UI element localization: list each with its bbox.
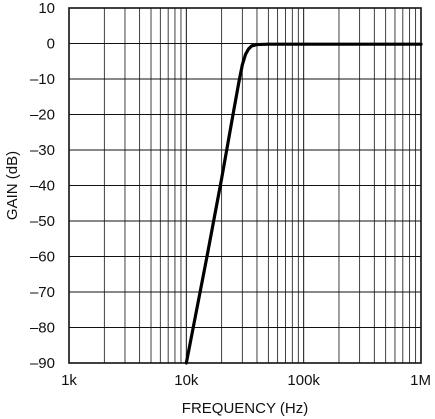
y-tick-label: 0 (47, 36, 55, 53)
y-tick-label: –60 (30, 249, 55, 266)
y-tick-label: 10 (38, 0, 55, 17)
x-tick-label: 1M (410, 372, 431, 389)
x-axis-title: FREQUENCY (Hz) (182, 400, 308, 417)
plot-frame (68, 7, 422, 364)
y-tick-label: –40 (30, 178, 55, 195)
y-tick-label: –80 (30, 320, 55, 337)
y-tick-labels: 10 0 –10 –20 –30 –40 –50 –60 –70 –80 –90 (30, 0, 55, 372)
series-layer (184, 42, 423, 365)
x-tick-label: 1k (61, 372, 77, 389)
x-tick-label: 10k (174, 372, 199, 389)
y-tick-label: –70 (30, 284, 55, 301)
x-tick-label: 100k (287, 372, 320, 389)
y-axis-title: GAIN (dB) (4, 151, 21, 220)
y-tick-label: –50 (30, 213, 55, 230)
y-tick-label: –20 (30, 107, 55, 124)
y-tick-label: –90 (30, 355, 55, 372)
x-tick-labels: 1k 10k 100k 1M (61, 372, 431, 389)
y-tick-label: –30 (30, 142, 55, 159)
series-line-0 (184, 42, 423, 365)
y-tick-label: –10 (30, 71, 55, 88)
